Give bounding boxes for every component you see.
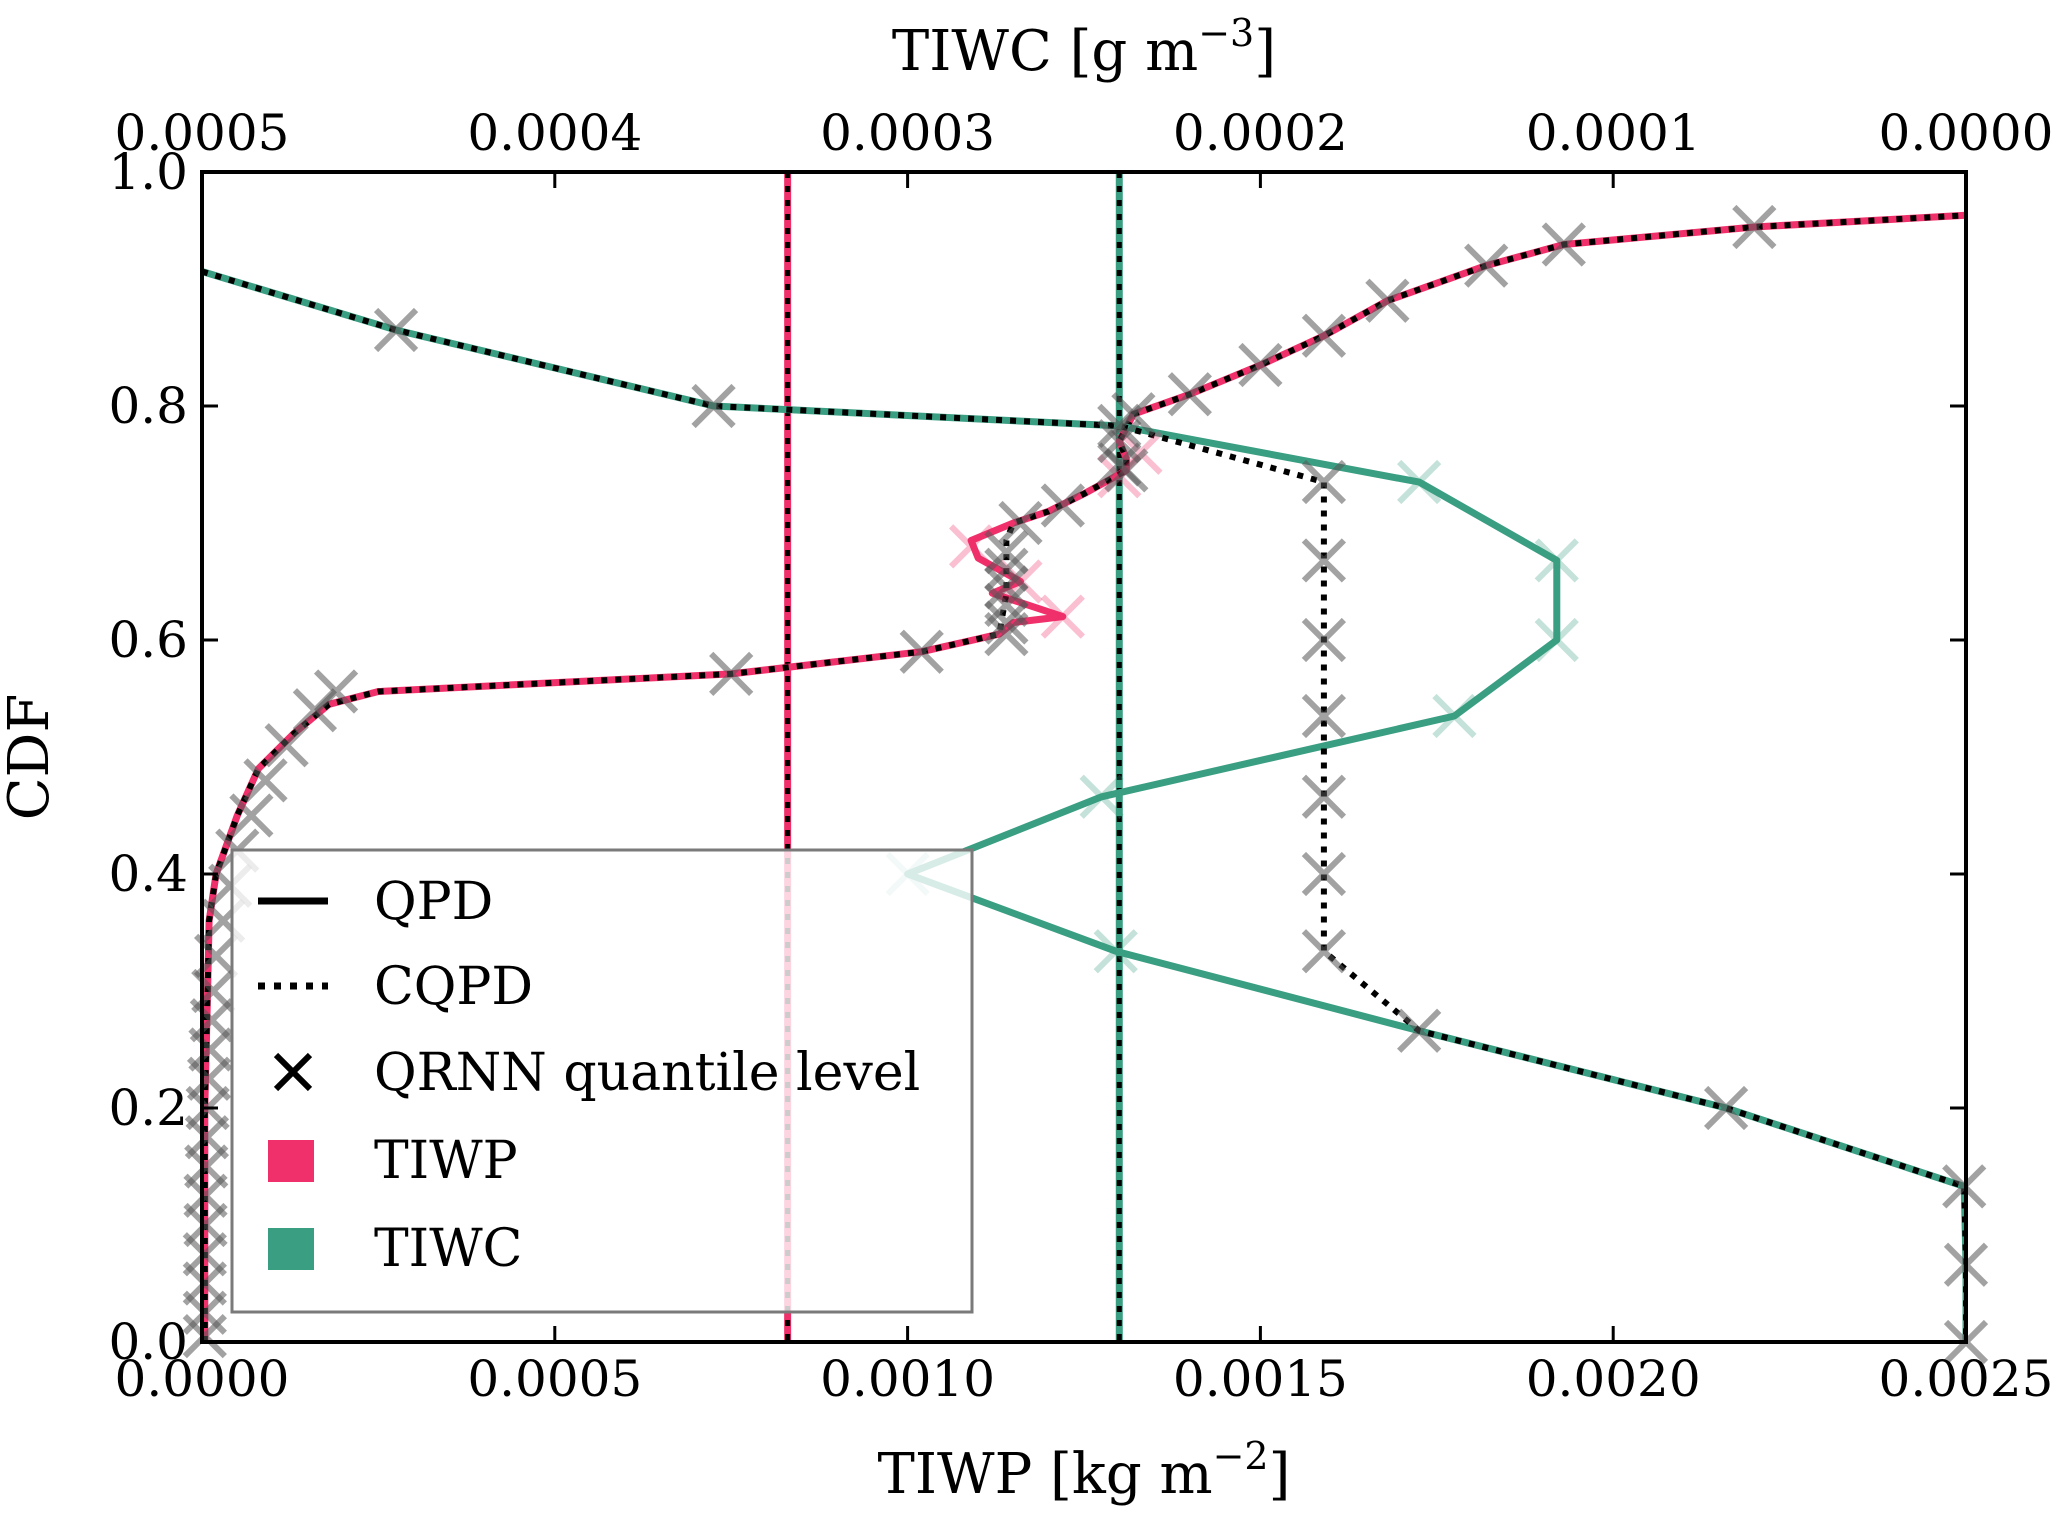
legend-qpd-label: QPD (374, 872, 493, 932)
tiwp-marker-21 (313, 669, 359, 714)
tiwc-marker-4 (1301, 459, 1347, 505)
tiwp-marker-22 (709, 651, 754, 697)
tiwp-marker-29 (984, 530, 1029, 575)
top-tick-label-3: 0.0002 (1173, 104, 1348, 162)
bottom-tick-label-4: 0.0020 (1526, 1350, 1701, 1408)
legend: QPD CQPD QRNN quantile level TIWP TIWC (230, 848, 974, 1314)
tiwc-marker-2 (1097, 403, 1142, 449)
tiwc-marker-11 (1397, 1008, 1442, 1053)
legend-qrnn-label: QRNN quantile level (374, 1043, 920, 1103)
tiwp-marker-40 (1541, 222, 1586, 267)
tiwc-marker-7 (1301, 693, 1347, 739)
y-tick-label-5: 1.0 (108, 143, 188, 201)
plot-frame (200, 170, 1968, 1344)
quantile-markers (182, 204, 1989, 1365)
bottom-tick-label-0: 0.0000 (115, 1350, 290, 1408)
tiwc-faded-marker-6 (1093, 929, 1138, 974)
tiwp-marker-25 (984, 600, 1029, 645)
tiwc-marker-8 (1301, 774, 1347, 819)
top-tick-label-2: 0.0003 (820, 104, 995, 162)
y-tick-label-1: 0.2 (108, 1079, 188, 1137)
tiwc-faded-marker-4 (1079, 774, 1124, 819)
legend-cqpd-label: CQPD (374, 957, 533, 1017)
tiwc-marker-9 (1301, 851, 1347, 897)
tiwc-marker-10 (1301, 929, 1347, 974)
top-tick-label-0: 0.0005 (115, 104, 290, 162)
tick-labels: 0.0000 0.0005 0.0010 0.0015 0.0020 0.00250.00… (108, 104, 2053, 1408)
tiwp-marker-41 (1732, 204, 1777, 250)
y-tick-label-4: 0.8 (108, 377, 188, 435)
legend-tiwp-label: TIWP (374, 1131, 518, 1191)
legend-tiwc-swatch (268, 1228, 314, 1270)
x-axis-label-top: TIWC [g m−3] (892, 11, 1276, 84)
tiwp-marker-19 (264, 723, 309, 768)
tiwc-faded-marker-2 (1534, 617, 1579, 663)
y-tick-label-2: 0.4 (108, 845, 188, 903)
tiwp-marker-37 (1301, 313, 1347, 358)
legend-tiwc-label: TIWC (374, 1219, 522, 1279)
legend-box (230, 848, 974, 1314)
tiwp-faded-marker-0 (948, 524, 994, 569)
top-tick-label-1: 0.0004 (467, 104, 642, 162)
tiwp-marker-35 (1167, 372, 1212, 417)
y-tick-label-0: 0.0 (108, 1313, 188, 1371)
top-tick-label-5: 0.0000 (1879, 104, 2054, 162)
bottom-tick-label-3: 0.0015 (1173, 1350, 1348, 1408)
tiwc-marker-6 (1301, 617, 1347, 663)
tiwp-marker-36 (1238, 342, 1283, 388)
bottom-tick-label-1: 0.0005 (467, 1350, 642, 1408)
tiwp-marker-38 (1365, 278, 1410, 323)
tiwp-marker-31 (1040, 483, 1085, 528)
tiwp-marker-39 (1464, 243, 1509, 288)
tiwp-faded-marker-1 (1040, 594, 1085, 639)
tiwc-faded-marker-0 (1397, 459, 1442, 505)
tiwc-marker-12 (1703, 1085, 1749, 1131)
tiwc-marker-1 (691, 383, 736, 429)
tiwc-marker-5 (1301, 538, 1347, 583)
y-tick-label-3: 0.6 (108, 611, 188, 669)
tiwc-marker-3 (1097, 442, 1142, 487)
tiwp-marker-27 (984, 565, 1029, 610)
tiwp-marker-26 (984, 582, 1029, 628)
tiwp-marker-23 (899, 629, 944, 674)
tiwp-marker-12 (191, 968, 236, 1014)
legend-tiwp-swatch (268, 1140, 314, 1182)
tiwp-marker-28 (984, 547, 1029, 592)
legend-cross-icon (273, 1052, 313, 1092)
tiwp-marker-30 (998, 500, 1043, 546)
top-tick-label-4: 0.0001 (1526, 104, 1701, 162)
tiwp-marker-17 (229, 793, 274, 838)
x-axis-label-bottom: TIWP [kg m−2] (878, 1434, 1291, 1507)
bottom-tick-label-5: 0.0025 (1879, 1350, 2054, 1408)
tiwc-cqpd-line (202, 268, 1966, 1342)
bottom-tick-label-2: 0.0010 (820, 1350, 995, 1408)
y-axis-label: CDF (0, 694, 62, 821)
tiwc-faded-marker-1 (1534, 538, 1579, 583)
tiwp-marker-18 (243, 758, 288, 803)
tiwc-marker-0 (373, 307, 419, 353)
tiwc-faded-marker-3 (1432, 693, 1477, 739)
